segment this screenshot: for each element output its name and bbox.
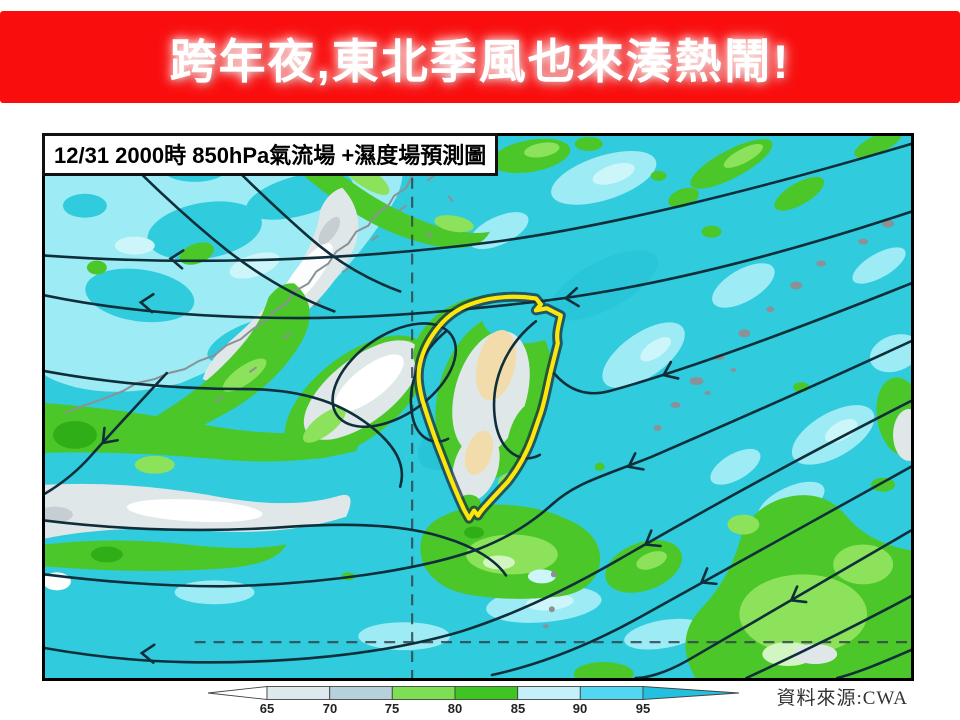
- slide-title: 跨年夜,東北季風也來湊熱鬧!: [169, 34, 791, 88]
- china-coastline: [64, 149, 454, 414]
- colorbar-tick-65: 65: [259, 701, 275, 716]
- colorbar-tick-70: 70: [322, 701, 338, 716]
- grid-dashed-lines: [194, 177, 911, 678]
- map-caption: 12/31 2000時 850hPa氣流場 +濕度場預測圖: [42, 133, 499, 176]
- colorbar-segment: [517, 686, 581, 700]
- colorbar-tick-75: 75: [384, 701, 400, 716]
- weather-map: [45, 136, 911, 678]
- data-source: 資料來源:CWA: [776, 688, 908, 709]
- weather-map-frame: 12/31 2000時 850hPa氣流場 +濕度場預測圖: [42, 133, 914, 681]
- colorbar-segment: [266, 686, 331, 700]
- colorbar-tick-80: 80: [447, 701, 463, 716]
- streamlines: [45, 136, 911, 678]
- colorbar-over-arrow: [642, 686, 740, 700]
- colorbar-tick-95: 95: [635, 701, 651, 716]
- taiwan-outline: [413, 291, 566, 524]
- humidity-colorbar: [207, 685, 740, 701]
- colorbar-under-arrow: [207, 685, 268, 701]
- colorbar-tick-90: 90: [572, 701, 588, 716]
- title-banner: 跨年夜,東北季風也來湊熱鬧!: [0, 11, 960, 103]
- colorbar-tick-85: 85: [510, 701, 526, 716]
- colorbar-segment: [391, 686, 456, 700]
- colorbar-segment: [329, 686, 393, 700]
- colorbar-segment: [454, 686, 519, 700]
- streamline-arrows: [101, 249, 808, 664]
- colorbar-segment: [579, 686, 644, 700]
